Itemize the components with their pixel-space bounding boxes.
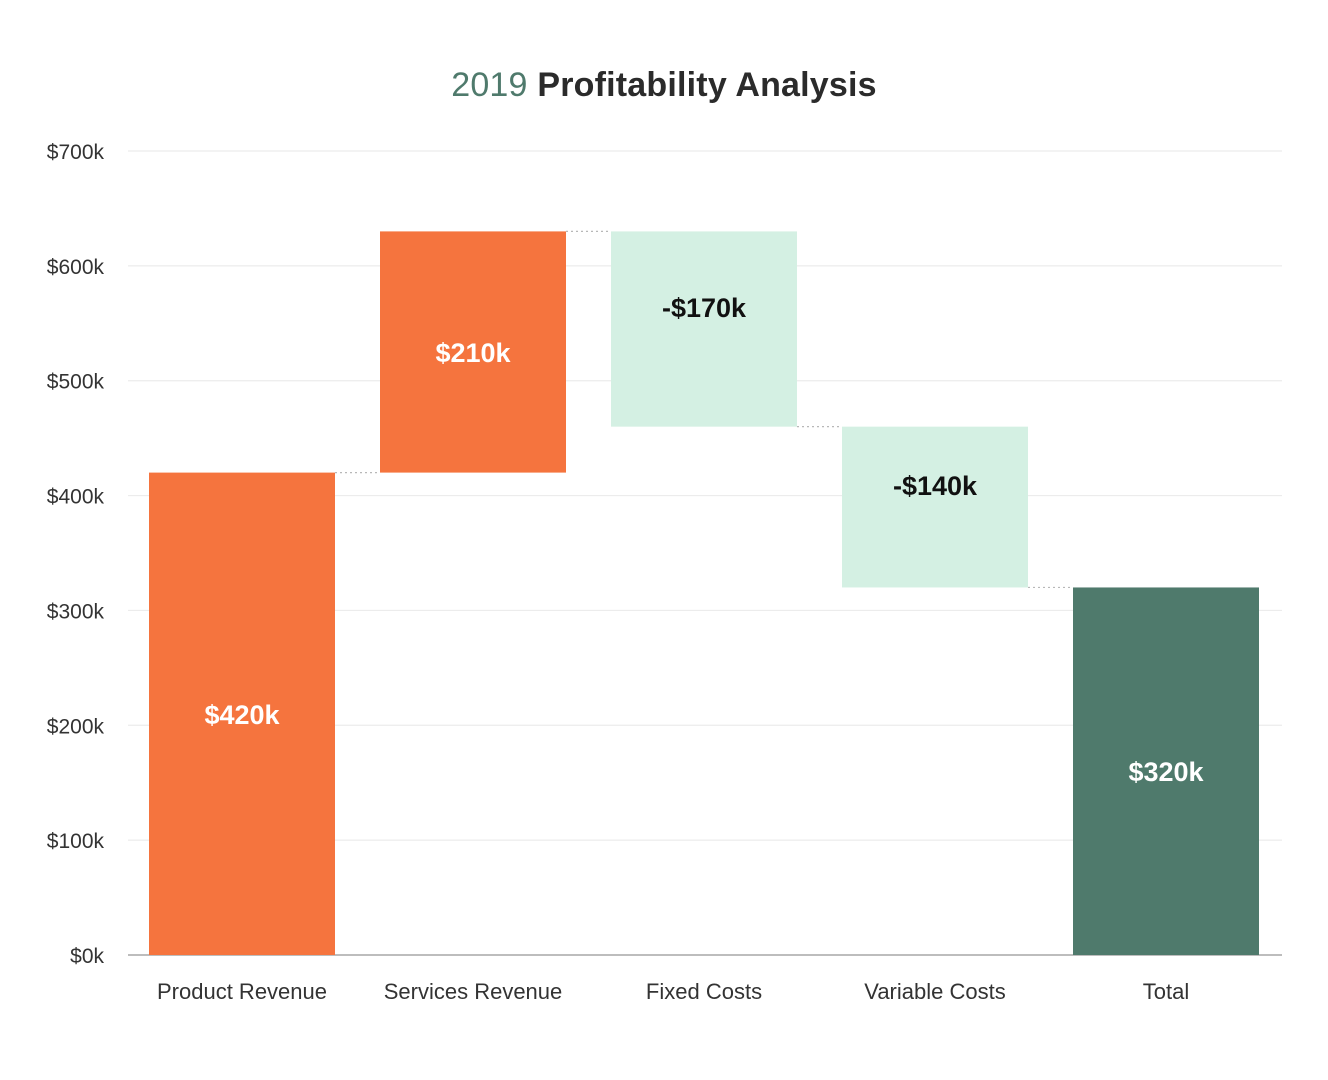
chart-title: 2019 Profitability Analysis [0,66,1328,105]
bar [380,231,566,473]
data-label: $210k [435,338,511,368]
data-label: $320k [1128,757,1204,787]
bar [149,472,335,955]
data-label: -$170k [662,293,747,323]
y-tick-label: $300k [47,600,105,623]
y-tick-label: $0k [70,945,104,968]
chart-title-text: Profitability Analysis [537,66,877,104]
data-label: $420k [204,700,280,730]
data-label: -$140k [893,471,978,501]
x-tick-label: Product Revenue [157,979,327,1004]
y-tick-label: $500k [47,371,105,394]
bar [611,231,797,427]
y-tick-label: $400k [47,486,105,509]
x-tick-label: Fixed Costs [646,979,762,1004]
chart-title-year: 2019 [451,66,528,104]
bar [842,426,1028,588]
x-tick-label: Services Revenue [384,979,563,1004]
x-tick-label: Variable Costs [864,979,1005,1004]
y-tick-label: $200k [47,715,105,738]
bar [1073,587,1259,955]
y-tick-label: $100k [47,830,105,853]
y-tick-label: $600k [47,256,105,279]
x-tick-label: Total [1143,979,1189,1004]
y-tick-label: $700k [47,141,105,164]
